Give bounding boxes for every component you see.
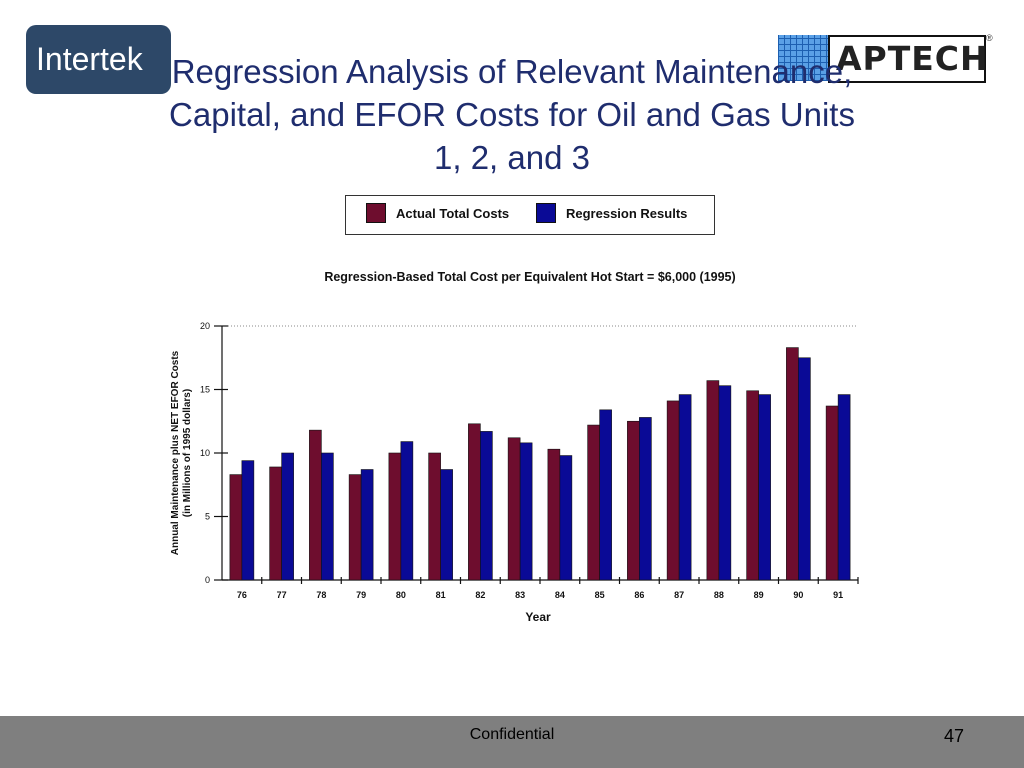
x-tick-label: 81	[436, 590, 446, 600]
bar-actual-82	[468, 423, 481, 581]
bar-actual-87	[666, 400, 680, 581]
x-tick-label: 89	[754, 590, 764, 600]
aptech-registered-mark: ®	[986, 33, 993, 43]
bar-regression-84	[559, 455, 573, 581]
bar-actual-91	[825, 405, 839, 581]
slide-title-line-2: Capital, and EFOR Costs for Oil and Gas …	[169, 96, 855, 133]
aptech-logo: APTECH ®	[778, 33, 993, 83]
aptech-wordmark: APTECH	[828, 35, 989, 83]
slide-title-line-1: Regression Analysis of Relevant Maintena…	[171, 53, 853, 90]
bar-regression-91	[837, 394, 851, 581]
x-tick-label: 76	[237, 590, 247, 600]
bar-regression-78	[321, 452, 334, 581]
y-axis-label-line: Annual Maintenance plus NET EFOR Costs	[170, 350, 181, 555]
x-tick-label: 87	[674, 590, 684, 600]
bar-actual-80	[388, 452, 402, 581]
bar-regression-79	[360, 469, 374, 581]
bar-actual-85	[587, 424, 600, 581]
x-tick-label: 90	[793, 590, 803, 600]
bar-regression-86	[639, 417, 652, 581]
footer-confidential: Confidential	[469, 726, 555, 743]
x-axis-label: Year	[525, 610, 551, 624]
y-tick-label: 10	[200, 448, 210, 458]
x-tick-label: 88	[714, 590, 724, 600]
x-tick-label: 77	[277, 590, 287, 600]
bar-actual-76	[229, 474, 243, 581]
bar-regression-85	[599, 409, 612, 581]
x-tick-label: 78	[316, 590, 326, 600]
bar-regression-80	[400, 441, 414, 581]
page-number: 47	[943, 726, 964, 746]
legend-swatch-actual	[366, 203, 386, 223]
x-tick-label: 91	[833, 590, 843, 600]
bar-actual-77	[269, 466, 282, 581]
bar-regression-87	[678, 394, 692, 581]
x-tick-label: 84	[555, 590, 565, 600]
aptech-grid-mark	[778, 35, 830, 81]
bar-actual-79	[348, 474, 362, 581]
bar-regression-83	[519, 442, 533, 581]
bar-actual-81	[428, 452, 441, 581]
y-tick-label: 0	[205, 575, 210, 585]
bar-regression-82	[480, 431, 493, 581]
bar-actual-86	[627, 420, 640, 581]
y-tick-label: 20	[200, 321, 210, 331]
bar-regression-81	[440, 469, 453, 581]
bar-actual-88	[706, 380, 720, 581]
y-axis-label-line: (in Millions of 1995 dollars)	[182, 389, 193, 517]
x-tick-label: 80	[396, 590, 406, 600]
intertek-logo: Intertek	[26, 25, 171, 94]
bar-regression-77	[281, 452, 294, 581]
slide-title-line-3: 1, 2, and 3	[434, 139, 590, 176]
legend-item-actual: Actual Total Costs	[366, 203, 509, 223]
y-tick-label: 5	[205, 512, 210, 522]
legend-swatch-regression	[536, 203, 556, 223]
x-tick-label: 86	[634, 590, 644, 600]
x-tick-label: 85	[595, 590, 605, 600]
footer-bar: Confidential 47	[0, 716, 1024, 768]
bar-actual-89	[746, 390, 759, 581]
legend-item-regression: Regression Results	[536, 203, 687, 223]
bar-regression-88	[718, 385, 732, 581]
bar-regression-90	[798, 357, 811, 581]
x-tick-label: 83	[515, 590, 525, 600]
bar-actual-90	[786, 347, 799, 581]
chart-title: Regression-Based Total Cost per Equivale…	[324, 270, 736, 284]
x-tick-label: 82	[475, 590, 485, 600]
bar-actual-78	[309, 429, 322, 581]
bar-actual-84	[547, 448, 561, 581]
intertek-logo-text: Intertek	[36, 41, 143, 77]
bar-regression-89	[758, 394, 771, 581]
bar-regression-76	[241, 460, 255, 581]
legend-label-regression: Regression Results	[566, 205, 688, 221]
chart-legend: Actual Total Costs Regression Results	[345, 195, 715, 235]
aptech-logo-text: APTECH	[836, 39, 989, 78]
slide-title: Regression Analysis of Relevant Maintena…	[60, 50, 964, 179]
legend-label-actual: Actual Total Costs	[396, 205, 510, 221]
x-tick-label: 79	[356, 590, 366, 600]
y-tick-label: 15	[200, 385, 210, 395]
bar-actual-83	[507, 437, 521, 581]
